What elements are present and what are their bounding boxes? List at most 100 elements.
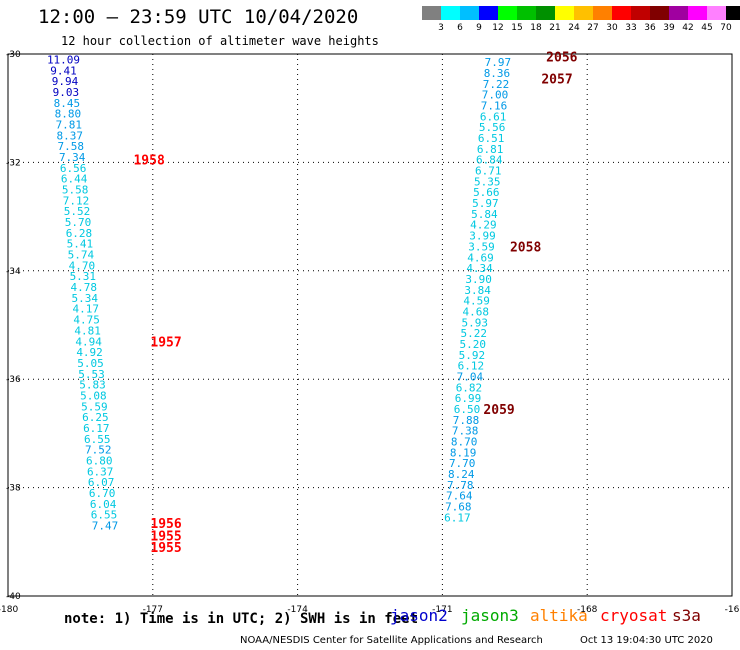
time-label: 2056 <box>546 51 577 66</box>
swh-value-label: 6.56 <box>60 162 87 175</box>
x-tick-label: -174 <box>287 605 308 615</box>
legend-altika: altika <box>530 606 588 625</box>
swh-value-label: 7.78 <box>447 479 474 492</box>
swh-value-label: 7.68 <box>445 501 472 514</box>
swh-value-label: 3.59 <box>468 240 495 253</box>
legend-label: 39 <box>663 23 675 33</box>
swh-value-label: 6.80 <box>86 455 113 468</box>
swh-value-label: 7.81 <box>56 118 83 131</box>
swh-value-label: 4.78 <box>71 281 98 294</box>
page-title: 12:00 – 23:59 UTC 10/04/2020 <box>38 6 359 28</box>
swh-value-label: 7.70 <box>449 457 476 470</box>
swh-value-label: 4.59 <box>463 295 490 308</box>
swh-value-label: 6.50 <box>454 403 481 416</box>
x-tick-label: -16 <box>725 605 740 615</box>
time-label: 1956 <box>150 517 181 532</box>
x-tick-label: -180 <box>0 605 18 615</box>
swh-value-label: 6.25 <box>82 411 109 424</box>
swh-value-label: 5.08 <box>80 389 107 402</box>
legend-jason3: jason3 <box>461 606 519 625</box>
legend-label: 45 <box>701 23 713 33</box>
swh-value-label: 6.82 <box>456 381 483 394</box>
swh-value-label: 7.58 <box>57 140 84 153</box>
legend-label: 3 <box>438 23 444 33</box>
swh-value-label: 8.45 <box>54 97 81 110</box>
swh-value-label: 5.05 <box>77 357 104 370</box>
swh-value-label: 7.12 <box>63 194 90 207</box>
x-tick-label: -168 <box>577 605 598 615</box>
y-tick-label: -36 <box>6 375 21 385</box>
legend-swatch <box>517 6 536 20</box>
swh-value-label: 6.17 <box>444 511 471 524</box>
swh-value-label: 5.59 <box>81 400 108 413</box>
timestamp-text: Oct 13 19:04:30 UTC 2020 <box>580 635 713 646</box>
swh-value-label: 8.19 <box>450 446 477 459</box>
plot-frame <box>7 53 733 597</box>
swh-value-label: 5.52 <box>64 205 91 218</box>
swh-value-label: 6.17 <box>83 422 110 435</box>
swh-value-label: 9.03 <box>53 86 80 99</box>
legend-label: 27 <box>587 23 599 33</box>
time-label: 1955 <box>150 541 181 556</box>
swh-value-label: 7.16 <box>481 99 508 112</box>
legend-swatch <box>631 6 650 20</box>
swh-value-label: 5.34 <box>71 292 98 305</box>
swh-value-label: 5.53 <box>78 368 105 381</box>
swh-value-label: 6.51 <box>478 132 505 145</box>
swh-value-label: 3.90 <box>465 273 492 286</box>
swh-value-label: 4.29 <box>470 219 497 232</box>
swh-value-label: 4.68 <box>462 305 489 318</box>
y-tick-label: -30 <box>6 50 21 60</box>
swh-value-label: 5.41 <box>67 238 94 251</box>
swh-value-label: 6.37 <box>87 465 114 478</box>
swh-value-label: 4.92 <box>76 346 103 359</box>
legend-label: 24 <box>568 23 580 33</box>
swh-value-label: 6.28 <box>66 227 93 240</box>
legend-label: 9 <box>476 23 482 33</box>
legend-swatch <box>441 6 460 20</box>
swh-value-label: 6.84 <box>476 154 503 167</box>
swh-value-label: 8.37 <box>57 129 84 142</box>
swh-value-label: 5.20 <box>460 338 487 351</box>
swh-value-label: 6.71 <box>475 165 502 178</box>
y-tick-label: -32 <box>6 158 21 168</box>
swh-value-label: 9.41 <box>50 64 77 77</box>
swh-value-label: 8.36 <box>484 67 511 80</box>
swh-value-label: 6.04 <box>90 498 117 511</box>
swh-value-label: 8.24 <box>448 468 475 481</box>
swh-value-label: 5.93 <box>461 316 488 329</box>
swh-value-label: 8.70 <box>451 436 478 449</box>
legend-swatch <box>707 6 726 20</box>
swh-value-label: 11.09 <box>47 53 80 66</box>
y-tick-label: -34 <box>6 267 21 277</box>
swh-value-label: 3.99 <box>469 230 496 243</box>
legend-swatch <box>726 6 740 20</box>
legend-swatch <box>536 6 555 20</box>
swh-value-label: 7.22 <box>483 78 510 91</box>
swh-value-label: 7.38 <box>452 425 479 438</box>
swh-value-label: 5.31 <box>70 270 97 283</box>
swh-value-label: 5.92 <box>459 349 486 362</box>
time-label: 1958 <box>133 154 164 169</box>
y-tick-label: -38 <box>6 484 21 494</box>
legend-label: 21 <box>549 23 561 33</box>
legend-label: 6 <box>457 23 463 33</box>
swh-value-label: 5.84 <box>471 208 498 221</box>
legend-jason2: jason2 <box>390 606 448 625</box>
swh-value-label: 4.94 <box>75 335 102 348</box>
swh-value-label: 3.84 <box>464 284 491 297</box>
swh-value-label: 7.88 <box>453 414 480 427</box>
legend-swatch <box>669 6 688 20</box>
legend-swatch <box>593 6 612 20</box>
swh-value-label: 9.94 <box>52 75 79 88</box>
swh-value-label: 8.80 <box>55 108 82 121</box>
footer-note: note: 1) Time is in UTC; 2) SWH is in fe… <box>64 611 419 627</box>
legend-label: 18 <box>530 23 542 33</box>
swh-value-label: 5.66 <box>473 186 500 199</box>
time-label: 1957 <box>150 335 181 350</box>
legend-swatch <box>612 6 631 20</box>
legend-swatch <box>650 6 669 20</box>
swh-value-label: 4.17 <box>72 303 99 316</box>
swh-value-label: 5.35 <box>474 175 501 188</box>
swh-value-label: 7.47 <box>92 520 119 533</box>
